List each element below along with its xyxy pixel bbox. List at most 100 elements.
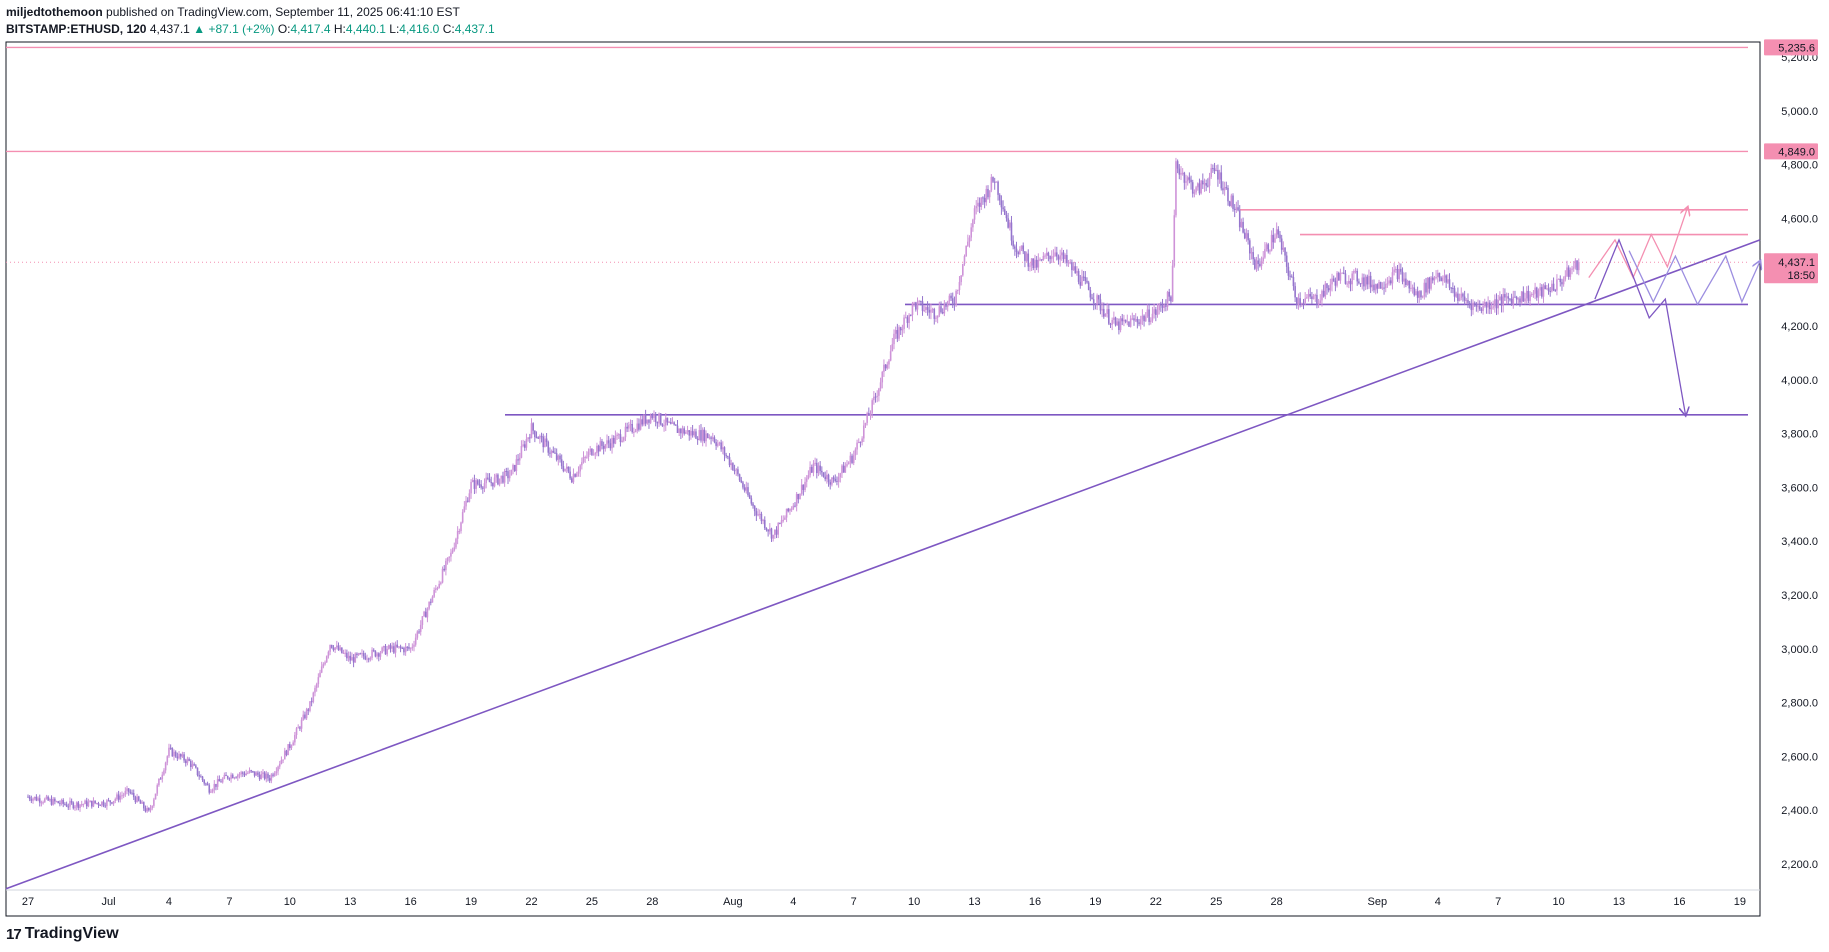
candle bbox=[67, 803, 70, 810]
candle-body bbox=[716, 443, 719, 446]
author-name[interactable]: miljedtothemoon bbox=[6, 5, 103, 19]
candle bbox=[1029, 262, 1031, 272]
candle bbox=[948, 293, 951, 305]
candle-body bbox=[38, 798, 41, 803]
candle bbox=[65, 801, 68, 808]
time-tick-label: 7 bbox=[1495, 896, 1501, 908]
candle bbox=[1237, 200, 1239, 212]
candle bbox=[414, 633, 417, 647]
candle-body bbox=[886, 364, 889, 369]
candle-body bbox=[1477, 306, 1479, 308]
candle-body bbox=[223, 774, 226, 779]
candle-body bbox=[1067, 262, 1070, 264]
candle bbox=[829, 479, 832, 490]
price-tick-label: 2,600.0 bbox=[1781, 751, 1818, 763]
candle-body bbox=[1448, 279, 1451, 288]
candle-body bbox=[1072, 266, 1075, 271]
candle bbox=[574, 473, 576, 478]
candle-body bbox=[530, 423, 533, 439]
candle-body bbox=[797, 493, 800, 500]
candle-body bbox=[502, 475, 504, 483]
candle bbox=[935, 315, 937, 323]
candle-body bbox=[1403, 278, 1406, 282]
candle-body bbox=[616, 434, 618, 437]
candle-body bbox=[565, 466, 568, 469]
candle bbox=[1017, 250, 1019, 258]
candle-body bbox=[513, 464, 516, 472]
candle bbox=[973, 205, 976, 224]
candle-body bbox=[1342, 272, 1345, 274]
candle-body bbox=[1108, 309, 1110, 324]
candle bbox=[763, 516, 766, 531]
candle bbox=[1430, 276, 1432, 291]
candle-body bbox=[1353, 271, 1355, 274]
candle-body bbox=[1121, 318, 1124, 322]
candle bbox=[881, 370, 884, 389]
candle-body bbox=[572, 474, 575, 483]
candle bbox=[1195, 185, 1197, 195]
candle bbox=[114, 797, 117, 804]
candle-body bbox=[1020, 245, 1023, 250]
candle bbox=[1121, 313, 1124, 326]
candle-body bbox=[191, 764, 194, 767]
candle-body bbox=[992, 177, 994, 182]
symbol-label[interactable]: BITSTAMP:ETHUSD, 120 bbox=[6, 22, 147, 36]
candle bbox=[329, 644, 331, 656]
candle-body bbox=[611, 438, 613, 449]
candle bbox=[570, 476, 573, 484]
candle bbox=[1019, 246, 1021, 255]
candle bbox=[1549, 286, 1552, 297]
candle bbox=[1354, 267, 1357, 274]
candle-body bbox=[1027, 253, 1030, 267]
candle bbox=[1284, 247, 1286, 263]
candle-body bbox=[923, 310, 926, 312]
candle bbox=[33, 796, 36, 801]
candle-body bbox=[681, 428, 684, 434]
candle-body bbox=[1546, 288, 1548, 290]
candle bbox=[965, 245, 967, 257]
candle bbox=[441, 566, 444, 584]
candle bbox=[720, 439, 722, 452]
candle bbox=[584, 455, 586, 463]
candle-body bbox=[1208, 176, 1211, 186]
candle bbox=[1175, 157, 1177, 218]
candle bbox=[797, 493, 800, 504]
candle-body bbox=[1341, 272, 1343, 274]
candle-body bbox=[1482, 305, 1484, 312]
candle bbox=[1530, 292, 1533, 297]
candle bbox=[1141, 309, 1144, 325]
candle-body bbox=[953, 303, 956, 305]
candle bbox=[842, 461, 845, 473]
candle bbox=[1200, 179, 1202, 195]
candle-body bbox=[945, 304, 947, 307]
candle bbox=[716, 439, 719, 448]
candle-body bbox=[33, 796, 36, 799]
candle-body bbox=[1050, 256, 1053, 260]
candle-body bbox=[349, 655, 352, 661]
tradingview-logo[interactable]: 17 TradingView bbox=[6, 925, 119, 943]
candle-body bbox=[386, 648, 388, 655]
candle bbox=[678, 428, 680, 437]
candle-body bbox=[208, 785, 211, 793]
candle bbox=[1448, 273, 1451, 291]
candle bbox=[559, 453, 561, 463]
candle-body bbox=[705, 433, 707, 442]
candle bbox=[1096, 293, 1098, 310]
candle bbox=[1050, 250, 1053, 263]
candle-body bbox=[1272, 234, 1275, 243]
candle-body bbox=[879, 382, 882, 389]
candle-body bbox=[1368, 275, 1370, 285]
candle bbox=[1190, 175, 1192, 190]
candle bbox=[1202, 173, 1204, 189]
candle-body bbox=[878, 388, 880, 396]
candle-body bbox=[149, 808, 152, 811]
candle bbox=[539, 434, 541, 444]
candle bbox=[389, 643, 392, 653]
candle-body bbox=[59, 803, 61, 805]
candle-body bbox=[881, 371, 884, 383]
candle-body bbox=[675, 424, 677, 426]
candle bbox=[920, 300, 922, 306]
candle bbox=[1532, 290, 1535, 298]
candle bbox=[599, 437, 602, 452]
